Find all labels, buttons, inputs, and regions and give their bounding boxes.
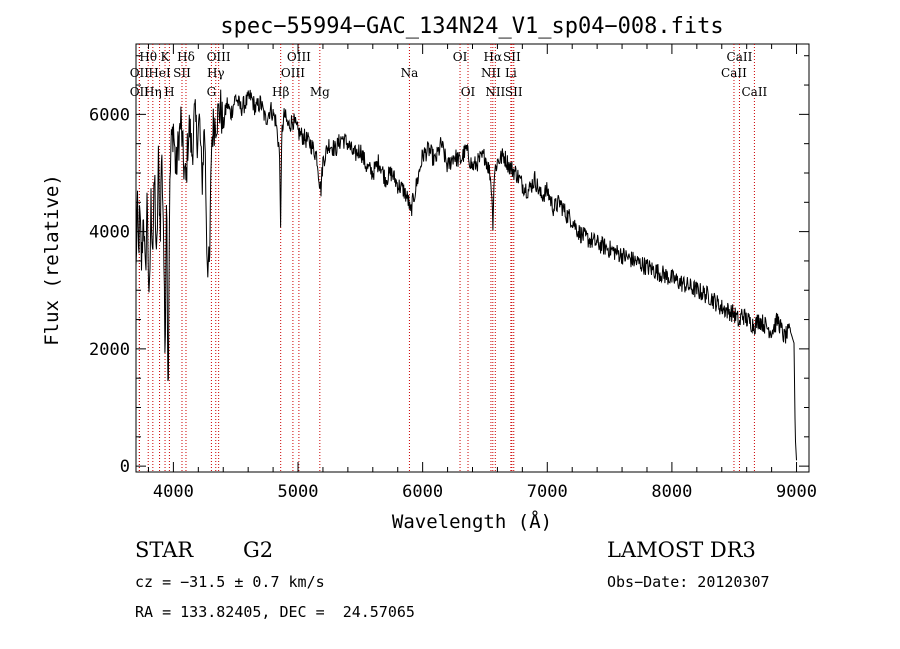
- line-label-1: OII: [130, 66, 150, 80]
- line-label-15: Mg: [310, 85, 330, 99]
- line-label-12: Hβ: [272, 85, 289, 99]
- x-tick-label-5: 9000: [776, 482, 817, 502]
- x-tick-label-1: 5000: [278, 482, 319, 502]
- x-tick-label-2: 6000: [402, 482, 443, 502]
- plot-frame: [135, 43, 810, 473]
- chart-title: spec−55994−GAC_134N24_V1_sp04−008.fits: [220, 14, 723, 39]
- line-label-2: Hθ: [139, 50, 157, 64]
- y-tick-label-1: 2000: [89, 340, 130, 360]
- line-label-23: Li: [505, 66, 517, 80]
- line-label-14: OIII: [287, 50, 311, 64]
- line-label-10: OIII: [207, 50, 231, 64]
- line-label-11: G: [207, 85, 217, 99]
- x-tick-label-0: 4000: [153, 482, 194, 502]
- spectrum-line: [135, 89, 797, 461]
- line-label-0: OII: [130, 85, 150, 99]
- line-label-8: Hδ: [177, 50, 195, 64]
- line-label-21: NII: [485, 85, 505, 99]
- line-label-17: OI: [453, 50, 468, 64]
- y-tick-label-2: 4000: [89, 223, 130, 243]
- x-axis-ticks: 4000 5000 6000 7000 8000 9000: [147, 44, 817, 502]
- line-label-3: Hη: [144, 85, 162, 99]
- x-tick-label-4: 8000: [651, 482, 692, 502]
- line-label-18: OI: [461, 85, 476, 99]
- line-label-7: H: [164, 85, 174, 99]
- line-label-27: CaII: [741, 85, 767, 99]
- line-label-25: CaII: [721, 66, 747, 80]
- coordinates: RA = 133.82405, DEC = 24.57065: [135, 603, 415, 621]
- line-label-22: SII: [503, 50, 521, 64]
- line-label-24: SII: [505, 85, 523, 99]
- line-label-20: NII: [481, 66, 501, 80]
- line-label-9: Hγ: [207, 66, 225, 80]
- velocity-readout: cz = −31.5 ± 0.7 km/s: [135, 573, 325, 591]
- object-class: STAR: [135, 538, 194, 562]
- line-label-5: K: [161, 50, 171, 64]
- line-label-13: OIII: [281, 66, 305, 80]
- y-axis-ticks: 0 2000 4000 6000: [89, 55, 809, 477]
- y-axis-label: Flux (relative): [41, 174, 63, 346]
- spectrum-chart: spec−55994−GAC_134N24_V1_sp04−008.fits O…: [41, 14, 817, 533]
- y-tick-label-0: 0: [120, 457, 130, 477]
- x-tick-label-3: 7000: [527, 482, 568, 502]
- obs-date: Obs−Date: 20120307: [607, 573, 770, 591]
- survey-name: LAMOST DR3: [607, 538, 756, 562]
- line-label-6: SII: [173, 66, 191, 80]
- line-label-19: Hα: [484, 50, 503, 64]
- line-label-26: CaII: [727, 50, 753, 64]
- y-tick-label-3: 6000: [89, 105, 130, 125]
- line-label-16: Na: [401, 66, 419, 80]
- object-subclass: G2: [243, 538, 274, 562]
- spectral-line-markers: [138, 44, 755, 472]
- line-label-4: HeI: [148, 66, 171, 80]
- x-axis-label: Wavelength (Å): [392, 510, 552, 533]
